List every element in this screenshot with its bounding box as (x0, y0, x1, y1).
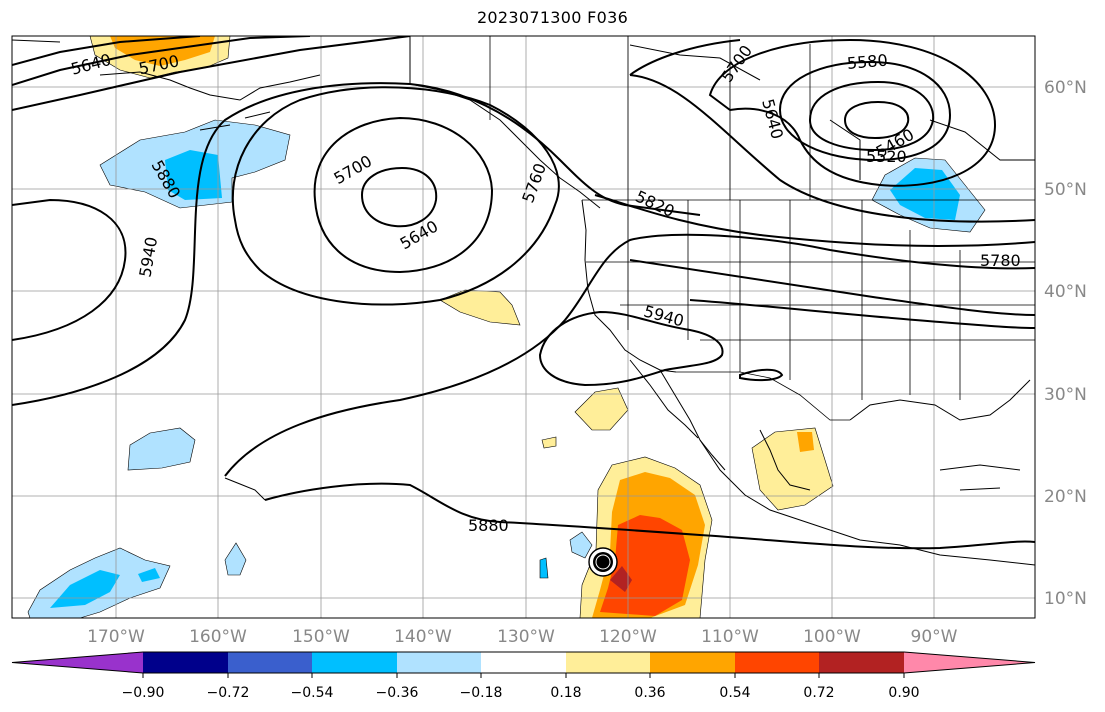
colorbar-label: −0.72 (207, 685, 250, 701)
anomaly-negative-hawaii (127, 427, 196, 471)
colorbar-segment (566, 652, 650, 673)
anomaly-negative-southwest-small (138, 568, 160, 582)
colorbar-label: −0.18 (460, 685, 503, 701)
anomaly-negative-tiny (539, 557, 549, 579)
lon-label: 110°W (701, 627, 759, 647)
lat-label: 60°N (1044, 78, 1087, 98)
map-frame (11, 35, 1036, 619)
contour-label: 5880 (468, 516, 509, 535)
contour-a (12, 36, 201, 66)
contour-s (629, 259, 1035, 316)
contour-l (231, 86, 560, 306)
colorbar-label: −0.54 (291, 685, 334, 701)
colorbar-label: 0.72 (803, 685, 834, 701)
lat-label: 50°N (1044, 180, 1087, 200)
contour-label: 5520 (866, 147, 907, 166)
border-states (586, 200, 1035, 400)
colorbar-labels: −0.90 −0.72 −0.54 −0.36 −0.18 0.18 0.36 … (122, 685, 920, 701)
colorbar-label: 0.18 (550, 685, 581, 701)
colorbar-segment (397, 652, 481, 673)
contour-g (264, 482, 1035, 550)
anomaly-positive-hurricane-peak (610, 566, 632, 592)
colorbar-segment (312, 652, 397, 673)
lon-label: 140°W (394, 627, 452, 647)
contour-p (843, 100, 910, 140)
height-contours (12, 36, 1035, 550)
colorbar-segment (481, 652, 566, 673)
coastline-west-us (581, 199, 677, 373)
colorbar: −0.90 −0.72 −0.54 −0.36 −0.18 0.18 0.36 … (11, 651, 1036, 701)
colorbar-segment (819, 652, 904, 673)
colorbar-label: −0.36 (376, 685, 419, 701)
contour-f (224, 233, 1035, 477)
hurricane-icon (588, 547, 618, 577)
anomaly-positive-small (541, 436, 557, 449)
colorbar-label: 0.90 (888, 685, 919, 701)
anomaly-positive-hurricane-core (600, 515, 690, 616)
contour-m (708, 38, 997, 187)
anomaly-negative-southwest-core (50, 570, 120, 608)
contour-c (12, 36, 411, 111)
coastline-alaska (12, 39, 321, 131)
contour-n (778, 60, 952, 162)
contour-o (808, 80, 935, 152)
lat-label: 20°N (1044, 487, 1087, 507)
colorbar-segment (228, 652, 312, 673)
anomaly-positive-mexico-core (797, 432, 814, 452)
contour-h (538, 310, 724, 387)
border-us-mexico (676, 371, 850, 421)
contour-t (689, 299, 1035, 329)
anomaly-negative-islet (224, 542, 247, 576)
contour-i (739, 368, 784, 382)
colorbar-segments (11, 651, 1036, 674)
colorbar-extend-low (12, 652, 143, 673)
colorbar-label: −0.90 (122, 685, 165, 701)
longitude-labels: 170°W 160°W 150°W 140°W 130°W 120°W 110°… (87, 627, 958, 647)
colorbar-label: 0.36 (634, 685, 665, 701)
contour-q (629, 39, 1035, 223)
lon-label: 120°W (599, 627, 657, 647)
anomaly-negative-gulf-core (165, 150, 222, 200)
latitude-labels: 60°N 50°N 40°N 30°N 20°N 10°N (1044, 78, 1087, 609)
colorbar-extend-high (904, 652, 1035, 673)
contour-label: 5580 (846, 50, 888, 72)
colorbar-segment (143, 652, 228, 673)
anomaly-shading (27, 36, 986, 618)
lon-label: 90°W (911, 627, 958, 647)
lon-label: 150°W (292, 627, 350, 647)
coastline-mexico (699, 439, 1035, 566)
contour-b (12, 36, 311, 86)
anomaly-negative-cape (569, 531, 593, 559)
lat-label: 30°N (1044, 385, 1087, 405)
coastline-islands (224, 477, 266, 501)
coastline-caribbean (939, 464, 1021, 491)
colorbar-label: 0.54 (719, 685, 750, 701)
map-panel (12, 36, 1035, 618)
graticule (12, 36, 1035, 618)
lat-label: 40°N (1044, 282, 1087, 302)
colorbar-segment (735, 652, 819, 673)
lon-label: 170°W (87, 627, 145, 647)
lon-label: 100°W (803, 627, 861, 647)
coastline-gulf (759, 379, 1031, 491)
colorbar-segment (650, 652, 735, 673)
contour-e (12, 82, 701, 406)
contour-r (594, 194, 1035, 247)
map-title: 2023071300 F036 (476, 8, 629, 27)
contour-j (313, 116, 494, 274)
lon-label: 160°W (189, 627, 247, 647)
contour-label: 5780 (980, 251, 1021, 270)
lon-label: 130°W (497, 627, 555, 647)
contour-k (360, 166, 438, 228)
border-canada-provinces (489, 36, 811, 200)
contour-d (12, 198, 127, 341)
lat-label: 10°N (1044, 589, 1087, 609)
colorbar-ticks (142, 673, 905, 678)
political-borders (409, 36, 1035, 421)
